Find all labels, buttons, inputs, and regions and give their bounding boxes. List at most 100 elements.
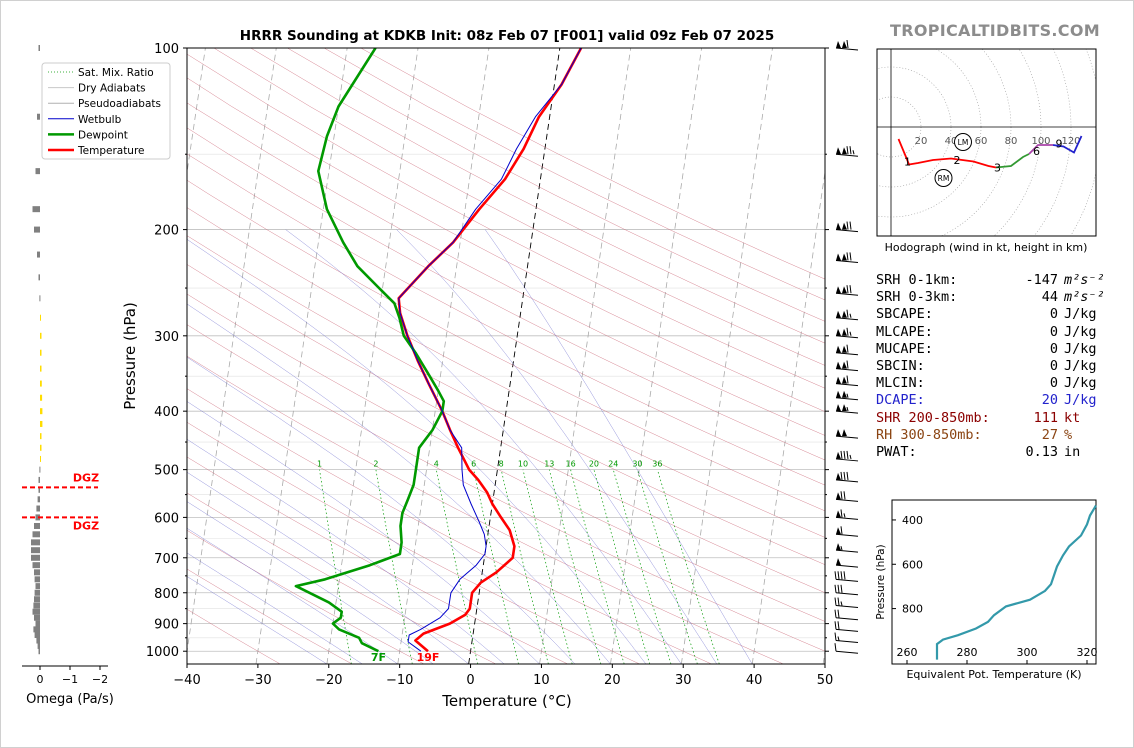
omega-bar	[40, 444, 42, 451]
index-unit: kt	[1064, 409, 1081, 426]
omega-bar	[33, 626, 40, 633]
y-tick-label: 800	[154, 587, 179, 602]
dry-adiabat	[187, 388, 712, 664]
surface-label: 7F	[371, 651, 386, 664]
wind-barb	[834, 643, 859, 654]
omega-bar	[35, 583, 40, 590]
barb-pennant	[836, 286, 841, 294]
index-value: -147	[1025, 272, 1058, 288]
x-tick-label: −30	[244, 673, 271, 688]
hodograph-caption: Hodograph (wind in kt, height in km)	[885, 241, 1088, 254]
barb-pennant	[842, 361, 847, 369]
dry-adiabat	[287, 48, 825, 322]
barb-staff	[835, 335, 859, 339]
wetbulb-line	[398, 48, 582, 652]
surface-label: 19F	[417, 651, 440, 664]
barb-full	[846, 344, 849, 353]
mixing-ratio-label: 1	[317, 460, 322, 469]
barb-pennant	[836, 253, 841, 261]
theta-e-plot: 260 280 300 320 400 600 800	[892, 504, 1098, 664]
barb-staff	[835, 617, 859, 621]
dry-adiabat	[213, 48, 825, 366]
hodo-height-label: 3	[994, 162, 1001, 175]
barb-staff	[835, 650, 859, 654]
wind-barb	[835, 344, 859, 356]
barb-pennant	[836, 543, 841, 551]
barb-pennant	[842, 429, 847, 437]
pseudoadiabat	[187, 527, 398, 664]
dry-adiabat	[187, 293, 825, 622]
x-tick-label: 0	[466, 673, 474, 688]
wind-barb	[835, 252, 859, 263]
omega-tick-label: −2	[92, 673, 108, 686]
barb-staff	[835, 498, 859, 502]
barb-full	[834, 632, 837, 641]
omega-bar	[34, 632, 40, 639]
index-value: 20	[1041, 392, 1058, 409]
hodo-trace	[1028, 144, 1053, 155]
mixing-ratio-line	[435, 469, 479, 664]
legend: Sat. Mix. Ratio Dry Adiabats Pseudoadiabat…	[41, 62, 171, 160]
legend-label: Wetbulb	[78, 114, 122, 126]
omega-bar	[34, 589, 40, 596]
omega-bar	[38, 476, 40, 483]
barb-pennant	[836, 390, 841, 398]
barb-staff	[835, 292, 859, 296]
barb-full	[846, 327, 849, 336]
hodo-height-label: 9	[1056, 138, 1063, 151]
index-label: SBCAPE:	[876, 306, 933, 323]
hodo-ring-label: 20	[915, 136, 928, 147]
x-tick-label: −20	[315, 673, 342, 688]
index-unit: J/kg	[1064, 323, 1097, 340]
storm-motion-label: LM	[958, 138, 969, 147]
omega-bar	[34, 226, 40, 233]
wind-barb	[835, 404, 859, 414]
barb-full	[846, 252, 849, 261]
barb-full	[837, 597, 840, 606]
barb-full	[846, 285, 849, 294]
dry-adiabat	[187, 102, 825, 436]
indices-table: SRH 0-1km: -147 m²s⁻² SRH 0-3km: 44 m²s⁻² SBCA…	[876, 272, 1105, 461]
mixing-ratio-line	[657, 469, 720, 664]
mixing-ratio-label: 16	[566, 460, 576, 469]
barb-full	[834, 597, 837, 606]
theta-e-xlabel: Equivalent Pot. Temperature (K)	[906, 668, 1081, 681]
skew-t-frame	[186, 47, 826, 665]
omega-bar	[32, 206, 40, 213]
pseudoadiabat	[396, 229, 718, 664]
y-tick-label: 700	[154, 552, 179, 567]
dgz-label: DGZ	[73, 519, 99, 532]
barb-full	[843, 471, 846, 480]
barb-full	[840, 471, 843, 480]
dry-adiabat	[187, 77, 825, 412]
theta-e-x-tick-label: 260	[897, 646, 918, 659]
omega-bar	[38, 648, 40, 655]
barb-pennant	[836, 404, 841, 412]
barb-staff	[835, 516, 859, 520]
index-value: 0.13	[1025, 444, 1058, 461]
index-unit: J/kg	[1064, 392, 1097, 409]
barb-pennant	[842, 253, 847, 261]
omega-bar	[40, 420, 43, 427]
skew-t-plot: −40 −30 −20 −10 0 10 20 30 40 50 100 200 300 400 500 60…	[121, 42, 833, 710]
dry-adiabat	[187, 207, 825, 538]
dry-adiabat	[187, 235, 825, 565]
barb-pennant	[842, 147, 847, 155]
index-value: 44	[1041, 289, 1058, 306]
index-unit: J/kg	[1064, 306, 1097, 323]
hodograph-panel: 20 40 60 80 100 120 1 2 3 6 9 LM RM Hodograph (wind …	[876, 48, 1097, 254]
mixing-ratio-label: 6	[471, 460, 476, 469]
barb-full	[837, 621, 840, 630]
barb-full	[849, 221, 852, 230]
wind-barb	[835, 221, 859, 233]
index-value: 27	[1041, 426, 1058, 443]
mixing-ratio-line	[548, 469, 602, 664]
mixing-ratio-label: 24	[608, 460, 618, 469]
barb-pennant	[836, 328, 841, 336]
x-tick-label: 10	[533, 673, 550, 688]
mixing-ratio-line	[570, 469, 625, 664]
barb-full	[837, 571, 840, 580]
wind-barb	[835, 526, 859, 537]
barb-pennant	[842, 328, 847, 336]
